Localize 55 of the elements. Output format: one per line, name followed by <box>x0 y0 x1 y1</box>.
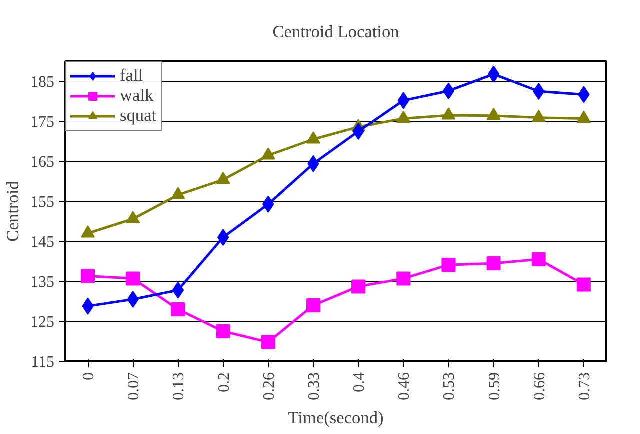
point <box>533 83 545 100</box>
point <box>396 272 411 286</box>
x-axis-title: Time(second) <box>288 408 384 428</box>
legend-label: fall <box>120 66 144 86</box>
point <box>486 256 501 270</box>
point <box>442 258 456 272</box>
point <box>306 298 320 312</box>
x-tick-label: 0.26 <box>260 372 278 400</box>
point <box>261 335 276 350</box>
legend-label: walk <box>120 86 154 106</box>
x-tick-label: 0.07 <box>126 372 143 400</box>
y-tick-label: 165 <box>30 154 54 171</box>
y-tick-label: 155 <box>30 194 54 211</box>
legend-label: squat <box>120 106 157 126</box>
point <box>576 278 591 292</box>
point <box>217 229 230 246</box>
x-tick-label: 0.33 <box>306 372 323 400</box>
x-tick-label: 0.66 <box>531 372 548 400</box>
x-tick-label: 0.59 <box>486 372 504 400</box>
point <box>532 110 546 122</box>
point <box>352 280 366 294</box>
y-tick-label: 125 <box>30 314 54 331</box>
point <box>127 291 139 308</box>
y-tick-label: 185 <box>30 74 54 91</box>
y-axis-title: Centroid <box>4 180 22 242</box>
point <box>486 108 501 120</box>
chart-title: Centroid Location <box>272 22 400 42</box>
x-tick-label: 0.4 <box>351 372 368 392</box>
point <box>576 110 591 123</box>
point <box>172 282 184 299</box>
point <box>126 211 140 224</box>
x-tick-label: 0.2 <box>216 372 233 392</box>
x-tick-label: 0.46 <box>396 372 414 400</box>
y-tick-label: 135 <box>30 274 54 291</box>
point <box>216 172 230 184</box>
point <box>171 187 186 200</box>
point <box>352 123 364 140</box>
point <box>261 147 276 160</box>
x-tick-label: 0 <box>80 372 98 380</box>
point <box>442 107 456 120</box>
point <box>532 252 546 266</box>
x-tick-label: 0.73 <box>576 372 594 400</box>
point <box>396 110 411 123</box>
point <box>216 324 230 338</box>
point <box>81 269 96 284</box>
y-tick-label: 145 <box>30 234 54 251</box>
point <box>126 272 140 286</box>
x-tick-label: 0.53 <box>441 372 458 400</box>
x-tick-label: 0.13 <box>170 372 188 400</box>
point <box>306 131 320 144</box>
point <box>171 302 186 316</box>
point <box>442 82 455 100</box>
y-tick-label: 115 <box>31 354 54 371</box>
y-tick-label: 175 <box>30 114 54 131</box>
point <box>488 66 500 83</box>
